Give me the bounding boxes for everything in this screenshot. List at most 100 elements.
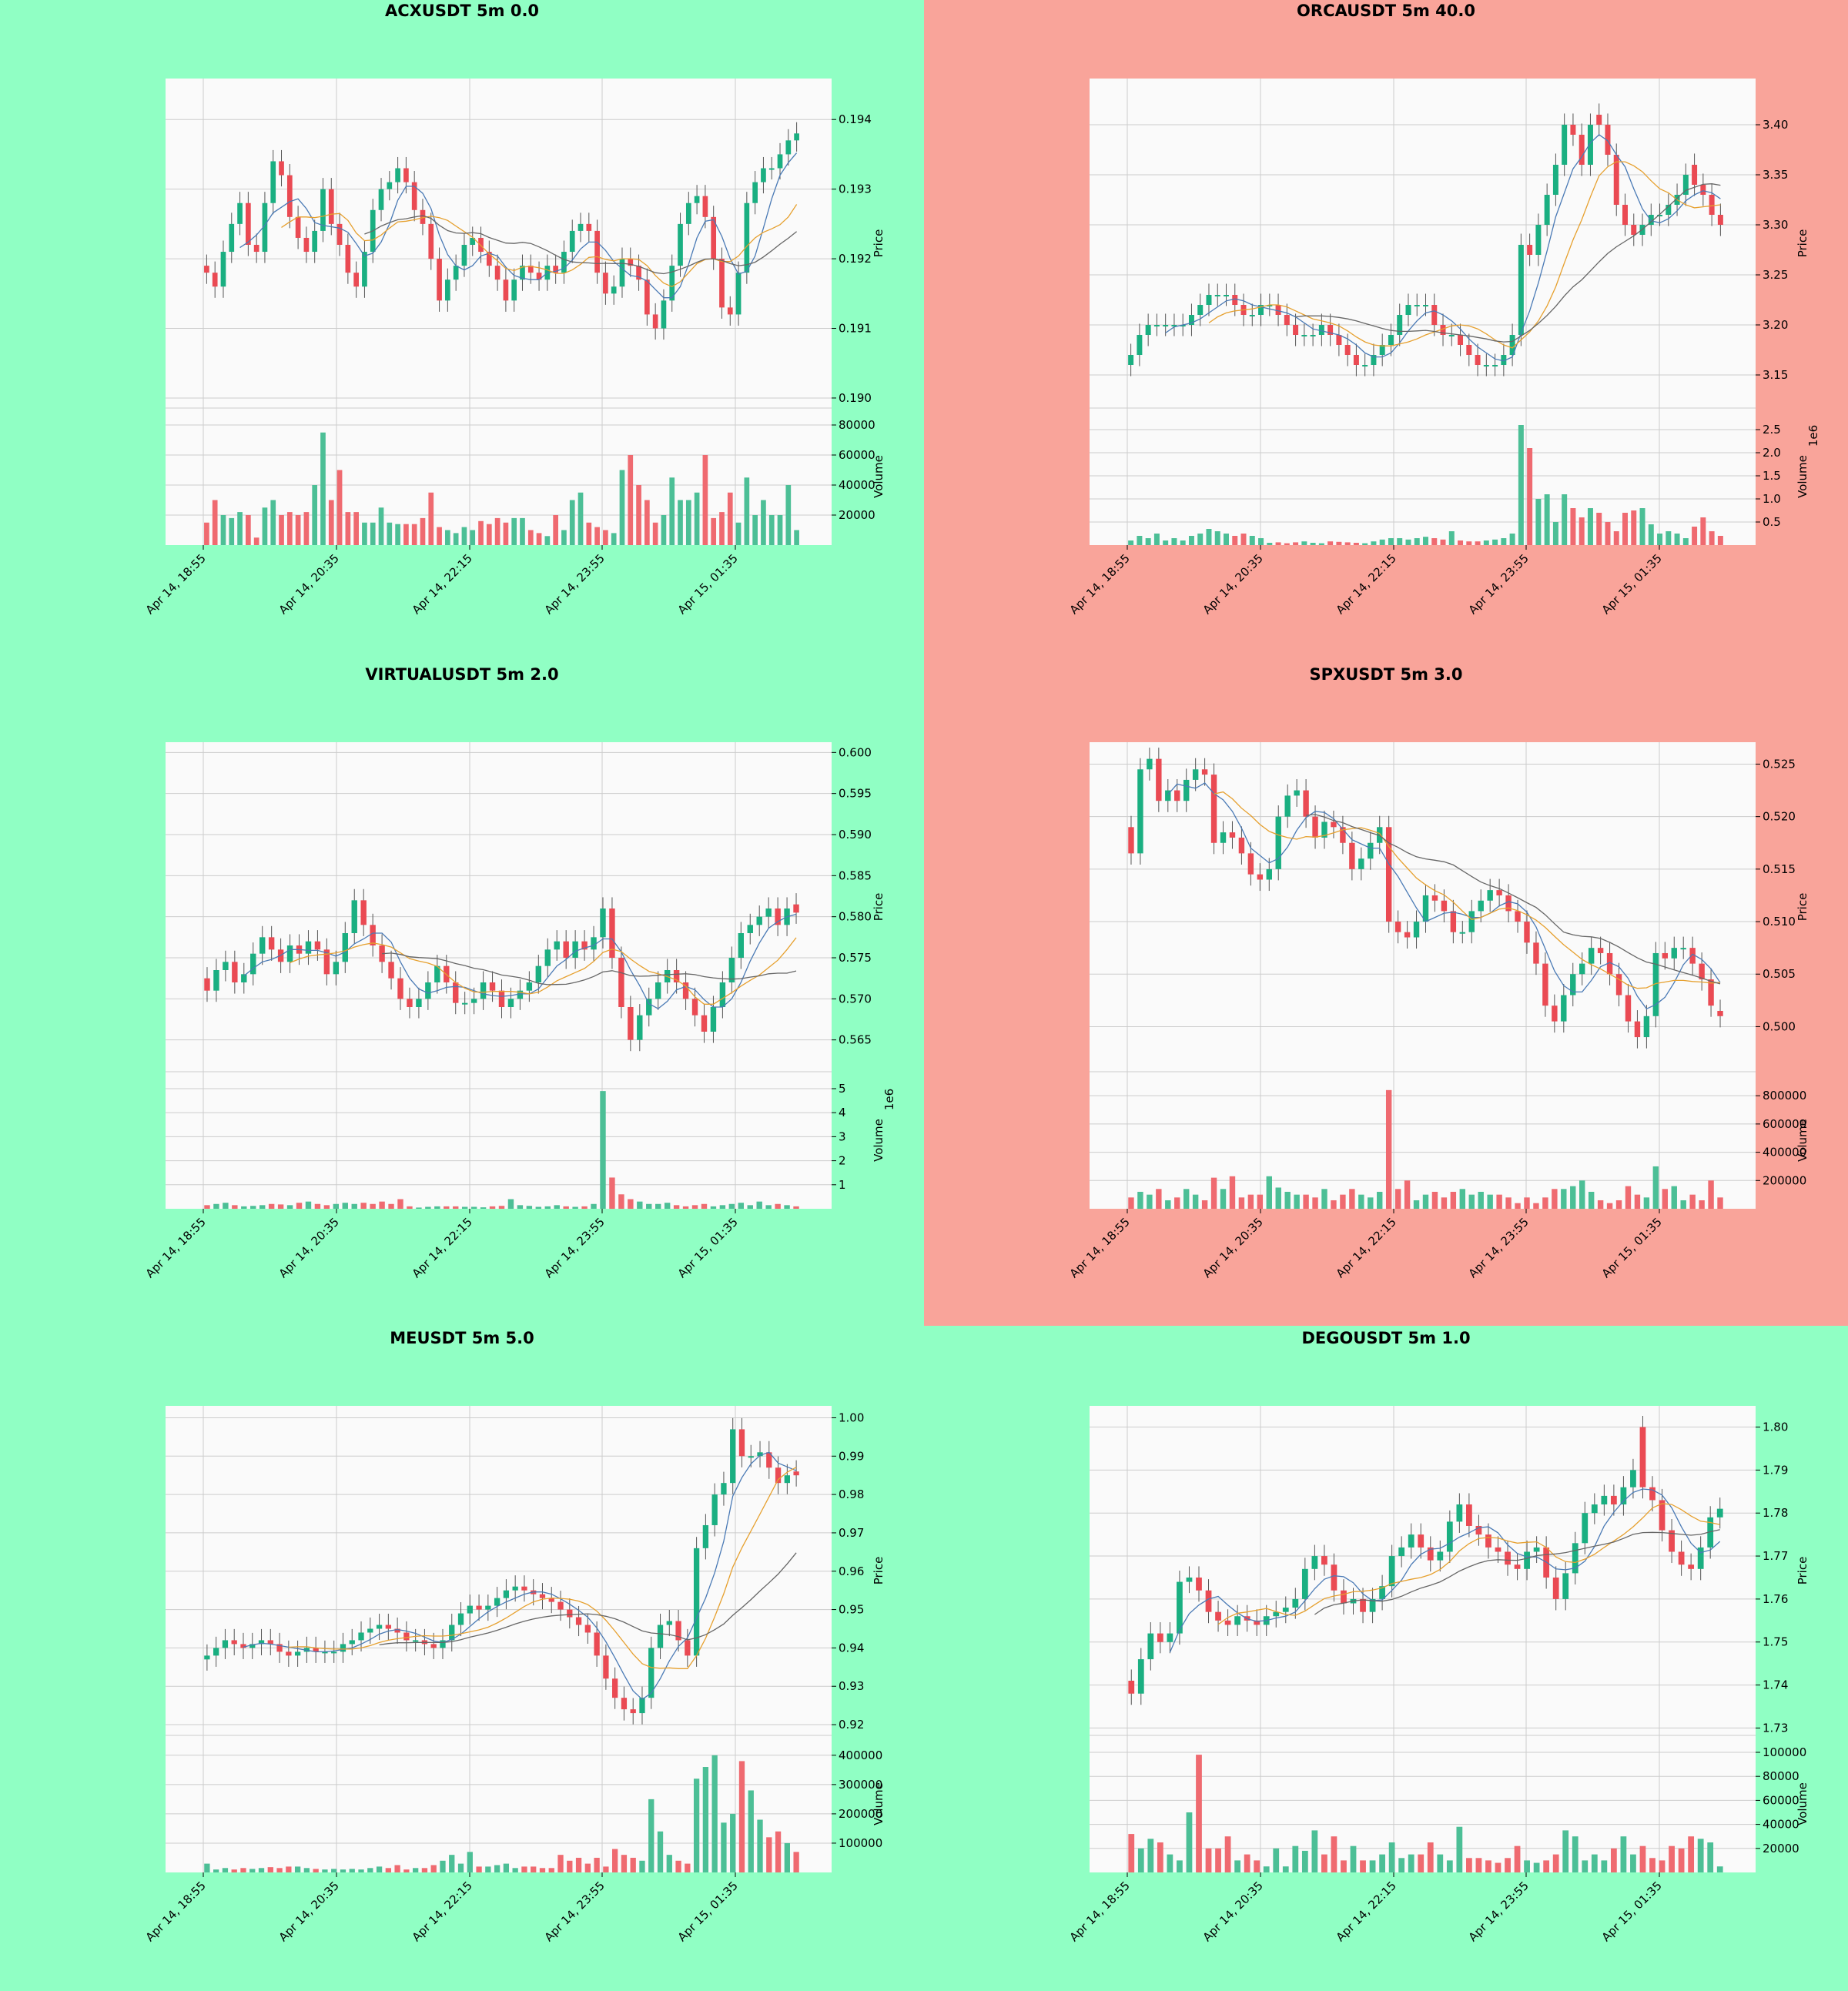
- candle-body: [1137, 1659, 1144, 1694]
- candle-body: [449, 1625, 455, 1641]
- candle-body: [1266, 868, 1272, 880]
- volume-bar: [1165, 1200, 1171, 1209]
- candlestick-chart: 0.92 0.93 0.94 0.95 0.96 0.97 0.98 0.99 1.00 1000…: [143, 1406, 886, 1944]
- volume-bar: [204, 1863, 210, 1872]
- candle-body: [603, 1655, 609, 1679]
- volume-bar: [1153, 534, 1160, 545]
- candle-body: [1708, 979, 1714, 1006]
- volume-tick-label: 80000: [839, 418, 875, 432]
- volume-bar: [1238, 1197, 1245, 1209]
- volume-bar: [1405, 539, 1411, 545]
- volume-bar: [1707, 1842, 1714, 1872]
- volume-tick-label: 200000: [1763, 1173, 1806, 1187]
- volume-bar: [675, 1860, 681, 1872]
- candle-body: [594, 1632, 600, 1656]
- volume-bar: [268, 1203, 275, 1209]
- moving-average-line: [243, 1451, 797, 1701]
- volume-bar: [761, 500, 766, 545]
- candle-body: [1418, 1534, 1424, 1548]
- volume-bar: [768, 515, 775, 545]
- candle-body: [1267, 305, 1273, 306]
- volume-bar: [793, 1206, 799, 1209]
- candle-body: [270, 161, 276, 203]
- volume-bar: [1249, 536, 1255, 545]
- candle-body: [1483, 365, 1489, 366]
- x-tick-label: Apr 14, 23:55: [1466, 551, 1532, 617]
- volume-bar: [379, 1201, 385, 1209]
- candle-body: [387, 182, 393, 189]
- volume-bar: [1533, 1862, 1540, 1872]
- x-tick-label: Apr 14, 18:55: [1067, 551, 1133, 617]
- candle-body: [480, 982, 487, 999]
- volume-bar: [637, 1201, 643, 1209]
- volume-bar: [1147, 1839, 1154, 1872]
- volume-bar: [702, 1767, 709, 1872]
- candle-body: [362, 252, 367, 287]
- price-tick-label: 3.15: [1763, 368, 1788, 382]
- candle-body: [621, 1698, 628, 1710]
- candle-body: [1709, 195, 1715, 215]
- volume-bar: [231, 1869, 237, 1872]
- candle-body: [1578, 135, 1585, 165]
- candle-body: [1171, 325, 1177, 326]
- volume-bar: [1414, 538, 1420, 545]
- volume-bar: [1708, 1180, 1714, 1209]
- candle-body: [1509, 335, 1515, 355]
- candlestick-chart: 0.565 0.570 0.575 0.580 0.585 0.590 0.595 0.600…: [143, 742, 896, 1280]
- volume-bar: [1458, 540, 1464, 545]
- price-tick-label: 0.505: [1763, 967, 1796, 981]
- volume-bar: [1188, 536, 1194, 545]
- volume-bar: [1562, 1830, 1569, 1872]
- volume-bar: [548, 1868, 554, 1872]
- volume-bar: [1163, 540, 1169, 545]
- candle-body: [394, 1628, 400, 1633]
- volume-bar: [351, 1203, 357, 1209]
- candle-body: [1196, 1577, 1202, 1591]
- volume-bar: [1639, 1845, 1646, 1872]
- candle-body: [657, 1625, 664, 1648]
- candle-body: [1669, 1530, 1675, 1552]
- volume-bar: [1535, 499, 1542, 545]
- candle-body: [1487, 890, 1493, 901]
- volume-bar: [738, 1761, 745, 1872]
- x-tick-label: Apr 14, 22:15: [1334, 1215, 1399, 1280]
- volume-bar: [1509, 534, 1515, 545]
- moving-average-line: [1217, 1503, 1720, 1625]
- candle-body: [1492, 365, 1498, 366]
- candle-body: [440, 1640, 446, 1648]
- candle-body: [600, 908, 606, 938]
- candle-body: [1542, 963, 1548, 1006]
- candle-body: [397, 978, 403, 999]
- price-tick-label: 0.193: [839, 182, 872, 196]
- candle-body: [1303, 790, 1309, 817]
- volume-bar: [397, 1199, 403, 1209]
- candle-body: [1666, 205, 1672, 215]
- candle-body: [1275, 816, 1281, 869]
- volume-bar: [1649, 1858, 1656, 1872]
- candle-body: [628, 259, 634, 266]
- volume-bar: [241, 1206, 247, 1209]
- candle-body: [591, 937, 597, 950]
- volume-bar: [594, 527, 600, 545]
- x-tick-label: Apr 14, 23:55: [542, 1215, 608, 1280]
- volume-bar: [1620, 1836, 1627, 1872]
- volume-bar: [1408, 1854, 1414, 1872]
- volume-bar: [267, 1867, 273, 1872]
- volume-bar: [1450, 1191, 1457, 1209]
- candle-body: [1229, 832, 1236, 838]
- volume-bar: [342, 1203, 348, 1209]
- price-tick-label: 0.590: [839, 828, 872, 842]
- candle-body: [241, 974, 247, 982]
- candle-body: [267, 1640, 273, 1645]
- volume-tick-label: 1: [839, 1178, 846, 1192]
- candle-body: [1649, 1487, 1656, 1501]
- volume-bar: [1699, 1200, 1705, 1209]
- volume-tick-label: 4: [839, 1106, 846, 1119]
- candle-body: [619, 259, 625, 287]
- volume-bar: [1318, 543, 1324, 545]
- volume-bar: [1341, 1860, 1347, 1872]
- volume-bar: [1186, 1812, 1193, 1872]
- volume-bar: [1321, 1854, 1327, 1872]
- candle-body: [388, 962, 394, 979]
- plot-area: [166, 1406, 832, 1872]
